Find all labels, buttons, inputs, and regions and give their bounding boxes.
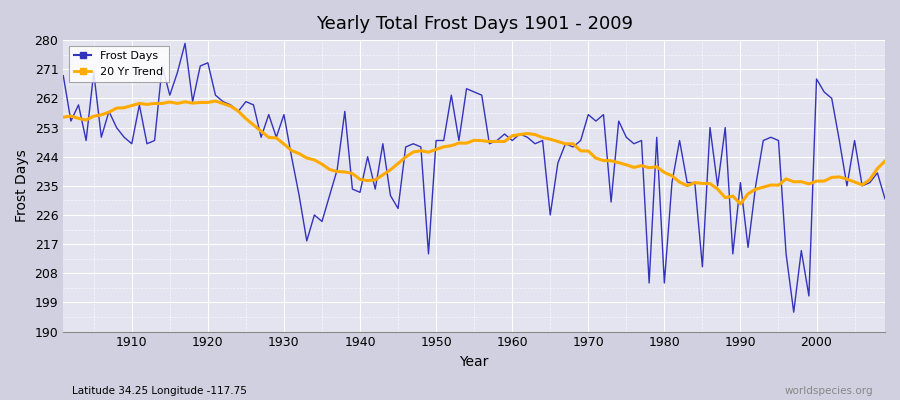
Y-axis label: Frost Days: Frost Days (15, 150, 29, 222)
Legend: Frost Days, 20 Yr Trend: Frost Days, 20 Yr Trend (68, 46, 168, 82)
Title: Yearly Total Frost Days 1901 - 2009: Yearly Total Frost Days 1901 - 2009 (316, 15, 633, 33)
Text: worldspecies.org: worldspecies.org (785, 386, 873, 396)
Text: Latitude 34.25 Longitude -117.75: Latitude 34.25 Longitude -117.75 (72, 386, 247, 396)
X-axis label: Year: Year (460, 355, 489, 369)
